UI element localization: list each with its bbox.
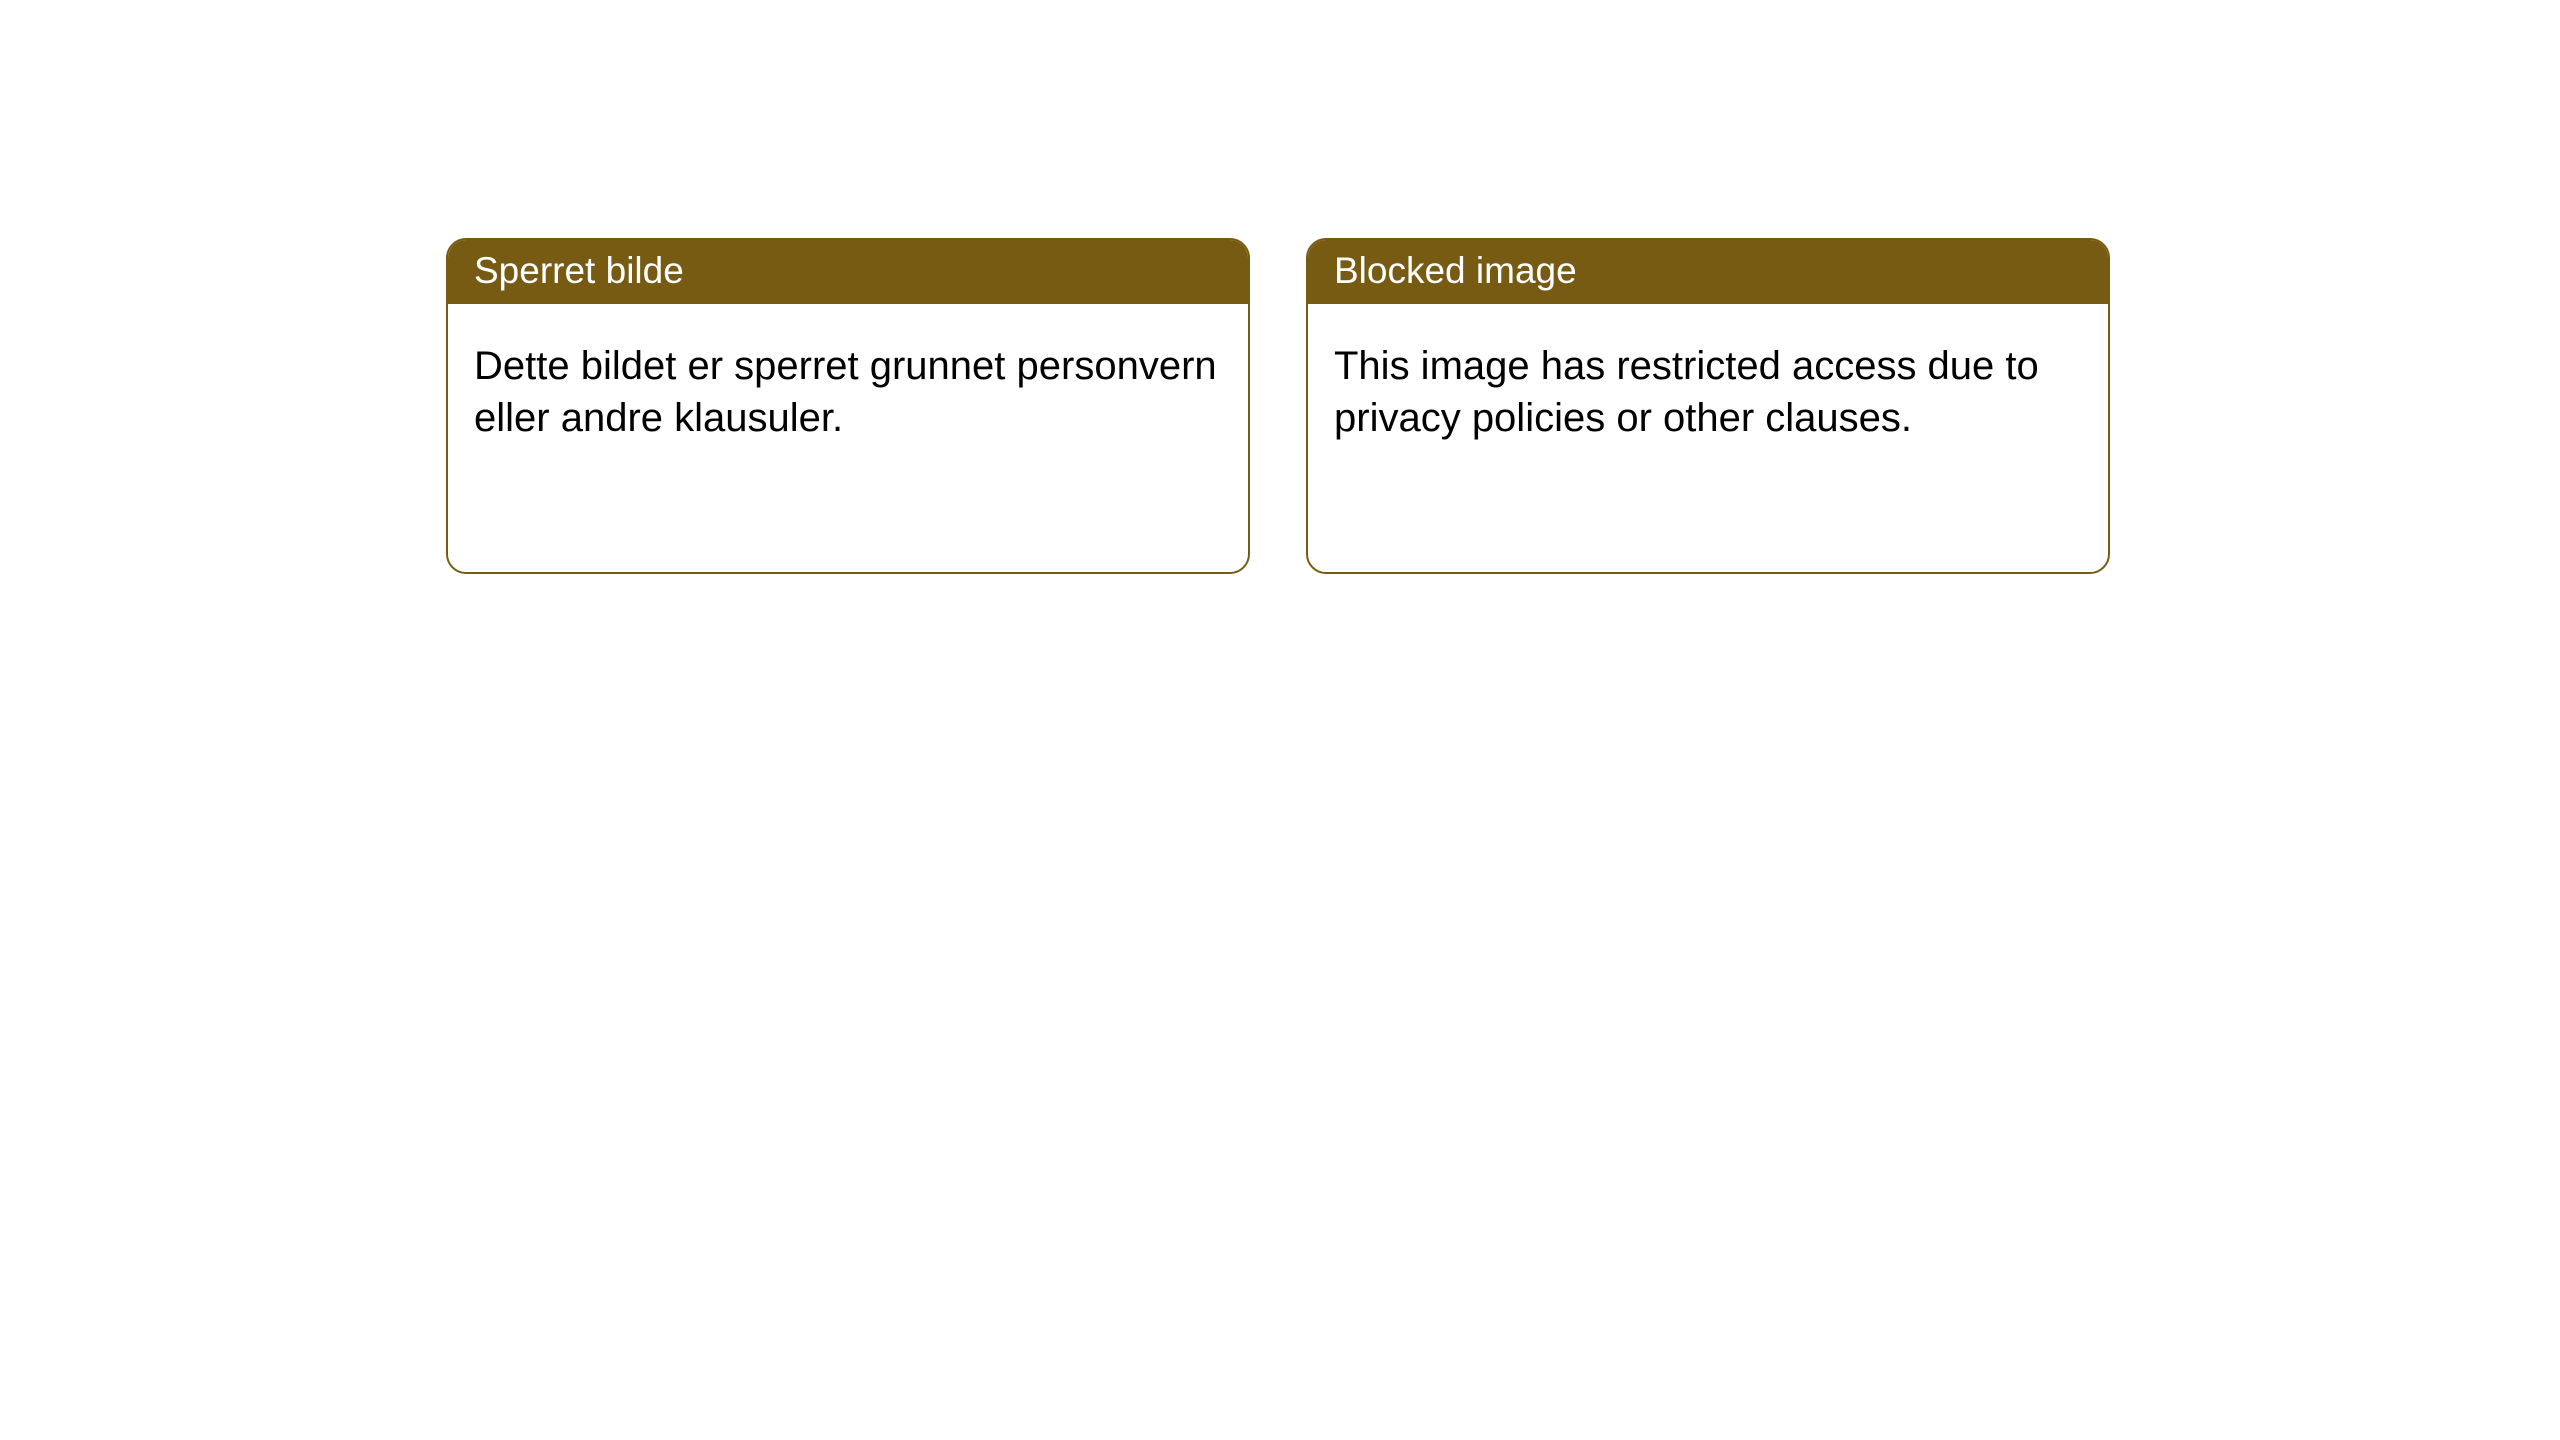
blocked-image-card-no: Sperret bilde Dette bildet er sperret gr… (446, 238, 1250, 574)
card-body-no: Dette bildet er sperret grunnet personve… (448, 304, 1248, 470)
card-body-en: This image has restricted access due to … (1308, 304, 2108, 470)
blocked-image-card-en: Blocked image This image has restricted … (1306, 238, 2110, 574)
card-title-en: Blocked image (1308, 240, 2108, 304)
card-title-no: Sperret bilde (448, 240, 1248, 304)
cards-container: Sperret bilde Dette bildet er sperret gr… (0, 0, 2560, 574)
